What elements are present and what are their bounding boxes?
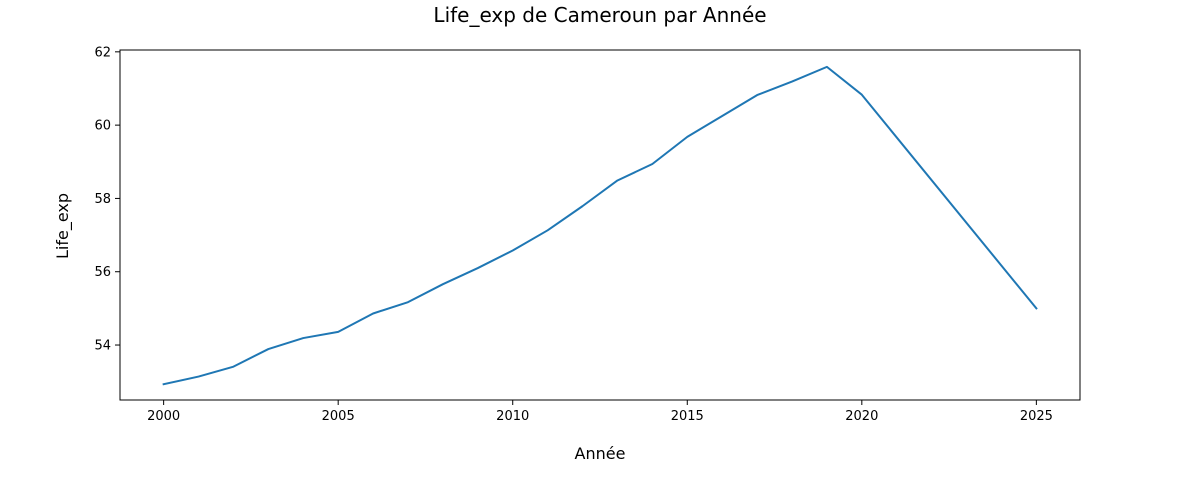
chart-title: Life_exp de Cameroun par Année bbox=[433, 3, 766, 27]
y-axis-label: Life_exp bbox=[53, 193, 73, 259]
y-tick-label: 54 bbox=[94, 339, 111, 354]
x-tick-label: 2025 bbox=[1020, 409, 1053, 424]
x-tick-label: 2010 bbox=[496, 409, 529, 424]
x-axis: 2000 2005 2010 2015 2020 2025 bbox=[147, 400, 1053, 424]
y-tick-label: 60 bbox=[94, 119, 111, 134]
plot-area-frame bbox=[119, 49, 1081, 401]
y-tick-label: 58 bbox=[94, 192, 111, 207]
x-tick-label: 2015 bbox=[671, 409, 704, 424]
x-tick-label: 2005 bbox=[322, 409, 355, 424]
y-axis: 54 56 58 60 62 bbox=[94, 45, 120, 354]
series-layer bbox=[162, 65, 1038, 386]
y-tick-label: 62 bbox=[94, 45, 111, 60]
y-tick-label: 56 bbox=[94, 265, 111, 280]
series-line bbox=[162, 65, 1038, 386]
x-tick-label: 2020 bbox=[845, 409, 878, 424]
x-tick-label: 2000 bbox=[147, 409, 180, 424]
x-axis-label: Année bbox=[575, 444, 626, 463]
